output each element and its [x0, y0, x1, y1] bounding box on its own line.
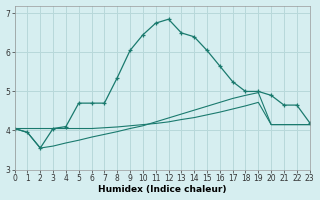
- X-axis label: Humidex (Indice chaleur): Humidex (Indice chaleur): [98, 185, 226, 194]
